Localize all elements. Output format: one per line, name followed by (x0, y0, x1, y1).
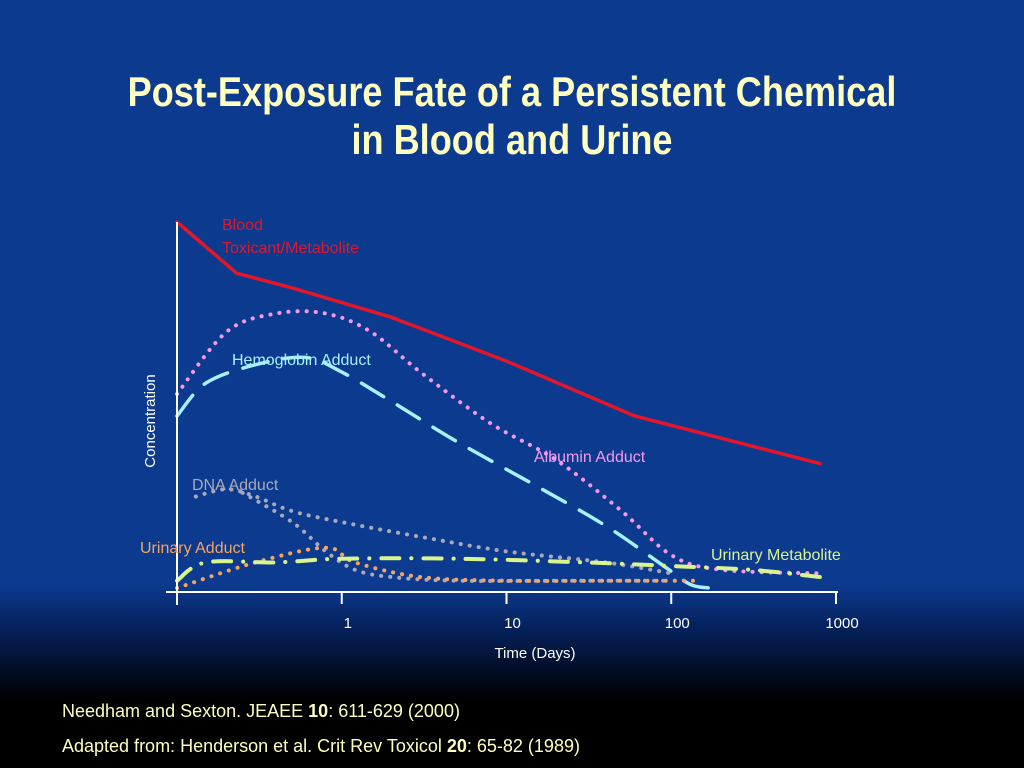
citation-1-pages: : 611-629 (2000) (328, 701, 460, 721)
x-tick-label: 1 (344, 615, 352, 632)
y-axis-label: Concentration (142, 374, 159, 467)
citation-2-text: Adapted from: Henderson et al. Crit Rev … (62, 736, 447, 756)
series-label-layer: Blood Toxicant/Metabolite Hemoglobin Adduc… (140, 217, 841, 564)
series-line-dna-adduct-fast-component (240, 490, 674, 583)
x-axis-label: Time (Days) (494, 645, 575, 662)
series-label-dna-adduct: DNA Adduct (192, 477, 279, 494)
slide-title: Post-Exposure Fate of a Persistent Chemi… (72, 68, 953, 164)
citation-1-volume: 10 (308, 701, 329, 721)
series-label-blood-toxicant-metabolite: Blood (222, 217, 263, 234)
series-line-urinary-metabolite (175, 556, 822, 583)
series-layer (175, 220, 822, 590)
series-label-urinary-metabolite: Urinary Metabolite (711, 547, 841, 564)
citation-2: Adapted from: Henderson et al. Crit Rev … (62, 736, 580, 757)
x-tick-label: 100 (665, 615, 690, 632)
series-line-albumin-adduct (175, 309, 822, 576)
citation-2-pages: : 65-82 (1989) (466, 736, 580, 756)
series-label-urinary-adduct: Urinary Adduct (140, 540, 245, 557)
series-label-hemoglobin-adduct: Hemoglobin Adduct (232, 352, 371, 369)
slide-title-line-1: Post-Exposure Fate of a Persistent Chemi… (127, 68, 897, 115)
series-line-hemoglobin-adduct (175, 355, 711, 590)
x-tick-label: 1000 (825, 615, 858, 632)
citation-1-text: Needham and Sexton. JEAEE (62, 701, 309, 721)
series-line-urinary-adduct (175, 545, 703, 590)
citation-1: Needham and Sexton. JEAEE 10: 611-629 (2… (62, 701, 460, 722)
slide-title-line-2: in Blood and Urine (351, 116, 673, 163)
series-line-dna-adduct (193, 487, 674, 576)
series-line-blood-toxicant-metabolite (175, 220, 822, 466)
series-label-albumin-adduct: Albumin Adduct (534, 449, 646, 466)
series-label-blood-toxicant-metabolite: Toxicant/Metabolite (222, 240, 359, 257)
x-tick-label: 10 (504, 615, 521, 632)
x-tick-layer: 1 10 100 1000 (176, 592, 859, 632)
citation-2-volume: 20 (446, 736, 467, 756)
